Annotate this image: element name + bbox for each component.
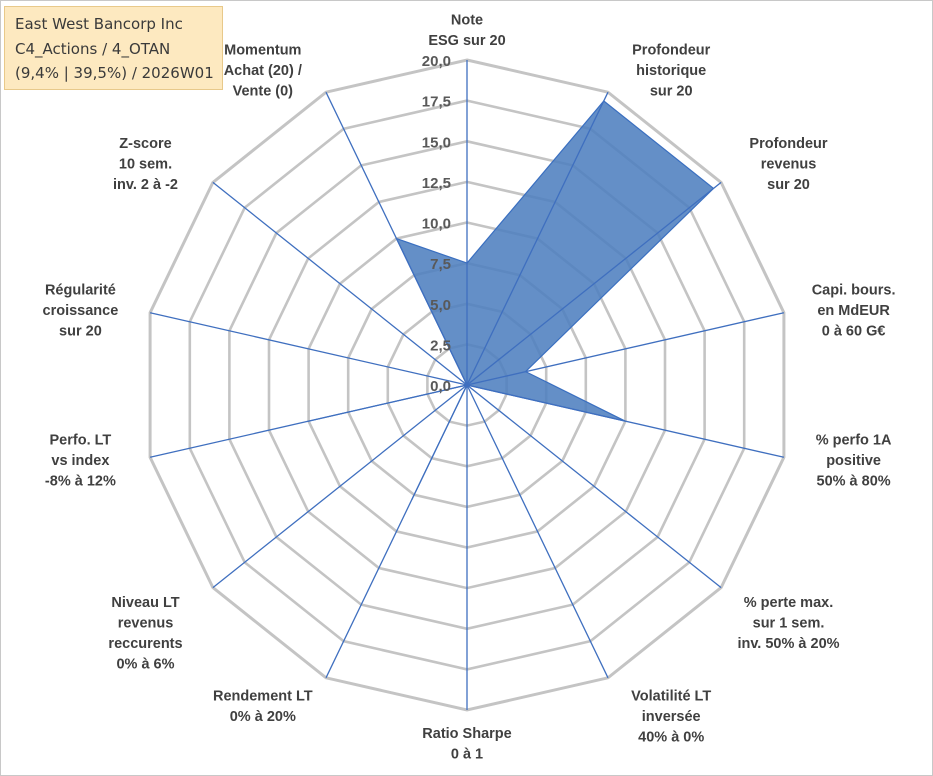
axis-label-line: vs index bbox=[51, 453, 109, 469]
axis-label: Z-score 10 sem. inv. 2 à -2 bbox=[113, 136, 178, 193]
axis-label-line: sur 1 sem. bbox=[753, 616, 825, 632]
axis-label-line: % perte max. bbox=[744, 595, 833, 611]
axis-label: Profondeur revenus sur 20 bbox=[749, 136, 827, 193]
axis-label-line: historique bbox=[636, 63, 706, 79]
axis-label-line: reccurents bbox=[108, 636, 182, 652]
series-area bbox=[308, 100, 715, 500]
axis-spoke bbox=[149, 384, 468, 458]
axis-label-line: sur 20 bbox=[650, 83, 693, 99]
axis-label-line: inversée bbox=[642, 709, 701, 725]
axis-label-line: % perfo 1A bbox=[816, 433, 892, 449]
axis-label: Capi. bours. en MdEUR 0 à 60 G€ bbox=[812, 283, 896, 340]
tick-label: 15,0 bbox=[422, 134, 451, 151]
axis-spoke bbox=[466, 312, 785, 386]
axis-spoke bbox=[325, 384, 468, 679]
axis-spoke bbox=[212, 181, 468, 386]
tick-label: 0,0 bbox=[430, 378, 451, 395]
radar-tick-labels: 0,0 2,5 5,0 7,5 10,0 12,5 15,0 17,5 20,0 bbox=[422, 53, 451, 395]
axis-label-line: Profondeur bbox=[632, 42, 710, 58]
axis-label-line: 0 à 60 G€ bbox=[822, 324, 886, 340]
axis-label: Régularité croissance sur 20 bbox=[43, 283, 119, 340]
tick-label: 20,0 bbox=[422, 53, 451, 70]
tick-label: 10,0 bbox=[422, 216, 451, 233]
axis-label: Perfo. LT vs index -8% à 12% bbox=[45, 433, 116, 490]
axis-spoke bbox=[212, 384, 468, 589]
tick-label: 7,5 bbox=[430, 256, 451, 273]
tick-label: 2,5 bbox=[430, 337, 451, 354]
axis-label-line: Profondeur bbox=[749, 136, 827, 152]
axis-label-line: -8% à 12% bbox=[45, 474, 116, 490]
axis-label-line: inv. 50% à 20% bbox=[737, 636, 839, 652]
company-name: East West Bancorp Inc bbox=[15, 15, 183, 33]
axis-label-line: Volatilité LT bbox=[631, 689, 711, 705]
axis-label-line: ESG sur 20 bbox=[428, 33, 505, 49]
axis-spoke bbox=[466, 181, 722, 386]
axis-label: Rendement LT 0% à 20% bbox=[213, 689, 313, 726]
performance-period: (9,4% | 39,5%) / 2026W01 bbox=[15, 64, 214, 82]
axis-label: % perte max. sur 1 sem. inv. 50% à 20% bbox=[737, 595, 839, 652]
tick-label: 12,5 bbox=[422, 175, 451, 192]
axis-label-line: sur 20 bbox=[59, 324, 102, 340]
axis-spoke bbox=[466, 384, 785, 458]
tick-label: 17,5 bbox=[422, 94, 451, 111]
axis-label-line: Niveau LT bbox=[111, 595, 179, 611]
axis-label-line: 50% à 80% bbox=[817, 474, 891, 490]
tick-label: 5,0 bbox=[430, 297, 451, 314]
axis-label-line: revenus bbox=[761, 156, 817, 172]
portfolio-code: C4_Actions / 4_OTAN bbox=[15, 39, 171, 58]
axis-label: Niveau LT revenus reccurents 0% à 6% bbox=[108, 595, 182, 673]
axis-label-line: 0 à 1 bbox=[451, 747, 483, 763]
axis-label-line: sur 20 bbox=[767, 177, 810, 193]
axis-label: Ratio Sharpe 0 à 1 bbox=[422, 726, 511, 763]
axis-label-line: Note bbox=[451, 13, 483, 29]
radar-spokes bbox=[149, 60, 785, 710]
axis-label-line: 0% à 6% bbox=[116, 657, 174, 673]
axis-label-line: en MdEUR bbox=[817, 303, 890, 319]
axis-label-line: Régularité bbox=[45, 283, 116, 299]
axis-label-line: Capi. bours. bbox=[812, 283, 896, 299]
axis-label-line: Achat (20) / bbox=[224, 63, 302, 79]
axis-spoke bbox=[325, 91, 468, 386]
axis-spoke bbox=[466, 91, 609, 386]
axis-label-line: croissance bbox=[43, 303, 119, 319]
axis-label-line: Momentum bbox=[224, 42, 301, 58]
axis-label-line: Ratio Sharpe bbox=[422, 726, 511, 742]
radar-series bbox=[308, 100, 715, 500]
axis-spoke bbox=[149, 312, 468, 386]
axis-label-line: positive bbox=[826, 453, 881, 469]
axis-label: Volatilité LT inversée 40% à 0% bbox=[631, 689, 711, 746]
axis-label: Momentum Achat (20) / Vente (0) bbox=[224, 42, 302, 99]
axis-spoke bbox=[466, 384, 722, 589]
radar-axis-labels: Note ESG sur 20 Profondeur historique sur 20… bbox=[43, 13, 896, 763]
axis-label-line: Rendement LT bbox=[213, 689, 313, 705]
axis-label-line: 0% à 20% bbox=[230, 709, 296, 725]
axis-label-line: Perfo. LT bbox=[50, 433, 112, 449]
axis-label-line: Z-score bbox=[119, 136, 171, 152]
axis-label: Profondeur historique sur 20 bbox=[632, 42, 710, 99]
axis-label-line: 40% à 0% bbox=[638, 730, 704, 746]
axis-spoke bbox=[466, 384, 609, 679]
info-box: East West Bancorp Inc C4_Actions / 4_OTA… bbox=[4, 6, 223, 90]
axis-label-line: Vente (0) bbox=[233, 83, 294, 99]
axis-label-line: inv. 2 à -2 bbox=[113, 177, 178, 193]
axis-label-line: revenus bbox=[118, 616, 174, 632]
axis-label: Note ESG sur 20 bbox=[428, 13, 505, 50]
axis-label: % perfo 1A positive 50% à 80% bbox=[816, 433, 892, 490]
axis-label-line: 10 sem. bbox=[119, 156, 172, 172]
